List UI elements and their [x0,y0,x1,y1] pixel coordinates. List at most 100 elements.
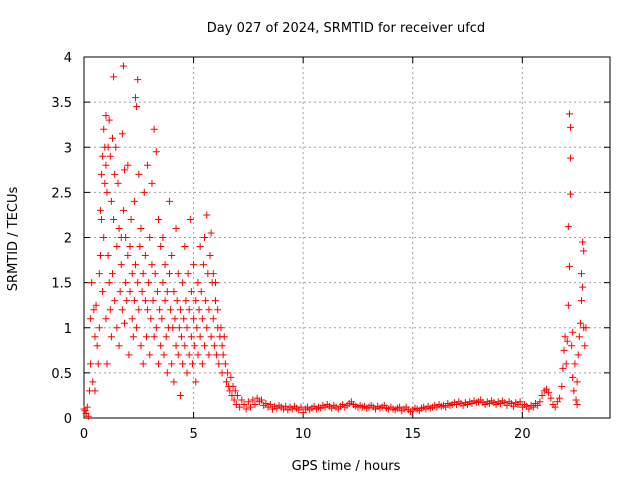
data-point [573,400,581,408]
data-point [222,378,230,386]
data-point [118,306,126,314]
data-point [503,401,511,409]
data-point [553,398,561,406]
data-point [564,223,572,231]
y-tick-label: 4 [64,51,72,66]
data-point [174,351,182,359]
data-point [87,360,95,368]
data-point [172,342,180,350]
data-point [103,188,111,196]
data-point [106,152,114,160]
data-point [215,360,223,368]
data-point [142,333,150,341]
data-point [230,396,238,404]
data-point [561,333,569,341]
data-point [579,238,587,246]
data-point [92,301,100,309]
data-point [129,333,137,341]
data-point [167,306,175,314]
data-point [159,234,167,241]
data-point [99,288,107,296]
data-point [122,234,130,241]
data-point [163,369,171,377]
x-axis-label: GPS time / hours [292,459,401,474]
data-point [102,112,110,120]
data-point [534,401,542,409]
data-point [560,346,568,354]
data-point [132,94,140,102]
data-point [113,324,121,332]
data-point [100,125,108,133]
data-point [165,270,173,278]
data-point [297,403,305,411]
data-point [578,297,586,305]
data-point [146,234,154,241]
data-point [196,333,204,341]
data-point [565,110,573,118]
data-point [203,324,211,332]
data-point [197,288,205,296]
data-point [153,288,161,296]
data-point [205,306,213,314]
data-point [231,387,239,395]
data-point [160,351,168,359]
data-point [125,351,133,359]
data-point [251,400,259,408]
data-point [175,324,183,332]
data-point [122,279,130,287]
x-tick-label: 20 [514,427,531,442]
data-point [580,247,588,255]
data-point [107,197,115,205]
data-point [567,123,575,131]
data-point [516,398,524,406]
data-point [90,306,98,314]
data-point [104,252,112,260]
data-point [130,197,138,205]
data-point [249,396,257,404]
data-point [148,179,156,187]
data-point [188,360,196,368]
y-tick-label: 3 [64,141,72,156]
data-point [240,400,248,408]
data-point [173,297,181,305]
data-point [102,315,110,323]
data-point [224,369,232,377]
x-tick-label: 10 [295,427,312,442]
data-point [198,360,206,368]
data-point [187,333,195,341]
data-point [282,402,290,410]
data-point [579,283,587,291]
data-point [171,315,179,323]
data-point [247,403,255,411]
data-point [192,297,200,305]
data-point [581,342,589,350]
data-point [119,62,127,70]
data-point [536,398,544,406]
data-point [104,143,112,151]
data-point [574,351,582,359]
data-point [214,306,222,314]
chart-title: Day 027 of 2024, SRMTID for receiver ufc… [207,21,485,36]
y-tick-label: 1 [64,322,72,337]
data-point [91,333,99,341]
data-point [217,324,225,332]
data-point [157,243,165,251]
data-point [556,394,564,402]
data-point [126,243,134,251]
data-point [210,342,218,350]
data-point [116,288,124,296]
data-point [157,342,165,350]
data-point [576,319,584,327]
data-point [570,387,578,395]
data-point [545,389,553,397]
data-point [161,261,169,269]
data-point [218,342,226,350]
data-point [139,360,147,368]
data-point [184,270,192,278]
data-point [196,243,204,251]
data-point [110,73,118,81]
data-point [168,252,176,260]
data-point [100,234,108,241]
data-point [569,373,577,381]
